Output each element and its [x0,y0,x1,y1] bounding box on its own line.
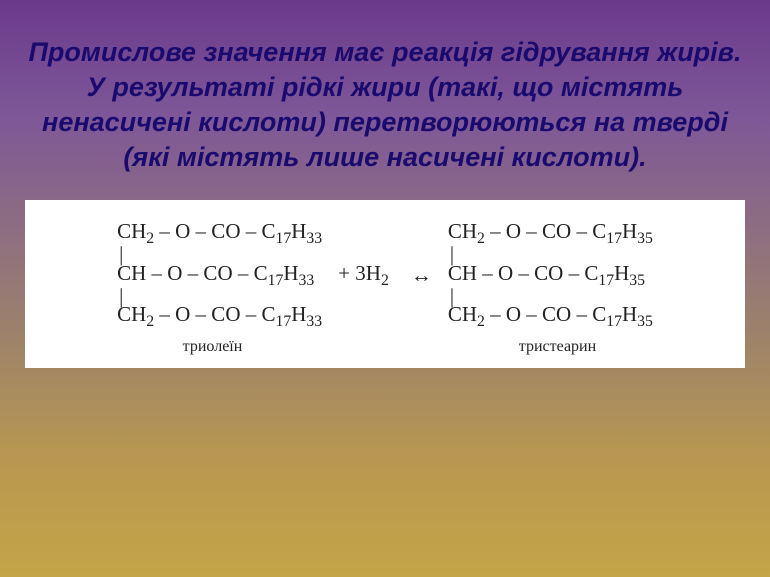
product-bond1: | [448,249,454,260]
reaction-arrow: ↔ [405,262,438,288]
plus-sign: + 3H2 [332,260,395,291]
reactant-line1: CH2 – O – CO – C17H33 [117,218,322,249]
product-line1: CH2 – O – CO – C17H35 [448,218,653,249]
product-line3: CH2 – O – CO – C17H35 [448,301,653,332]
reactant-molecule: CH2 – O – CO – C17H33 | CH – O – CO – C1… [117,218,322,332]
reactant-label: триолеїн [68,338,358,356]
reactant-line3: CH2 – O – CO – C17H33 [117,301,322,332]
slide-heading: Промислове значення має реакція гідруван… [0,0,770,200]
product-bond2: | [448,291,454,302]
reactant-line2: CH – O – CO – C17H33 [117,260,314,291]
product-label: тристеарин [413,338,703,356]
product-line2: CH – O – CO – C17H35 [448,260,645,291]
reactant-bond2: | [117,291,123,302]
reaction-box: CH2 – O – CO – C17H33 | CH – O – CO – C1… [25,200,745,368]
chemical-reaction: CH2 – O – CO – C17H33 | CH – O – CO – C1… [40,218,730,332]
molecule-labels: триолеїн тристеарин [40,338,730,356]
reactant-bond1: | [117,249,123,260]
product-molecule: CH2 – O – CO – C17H35 | CH – O – CO – C1… [448,218,653,332]
